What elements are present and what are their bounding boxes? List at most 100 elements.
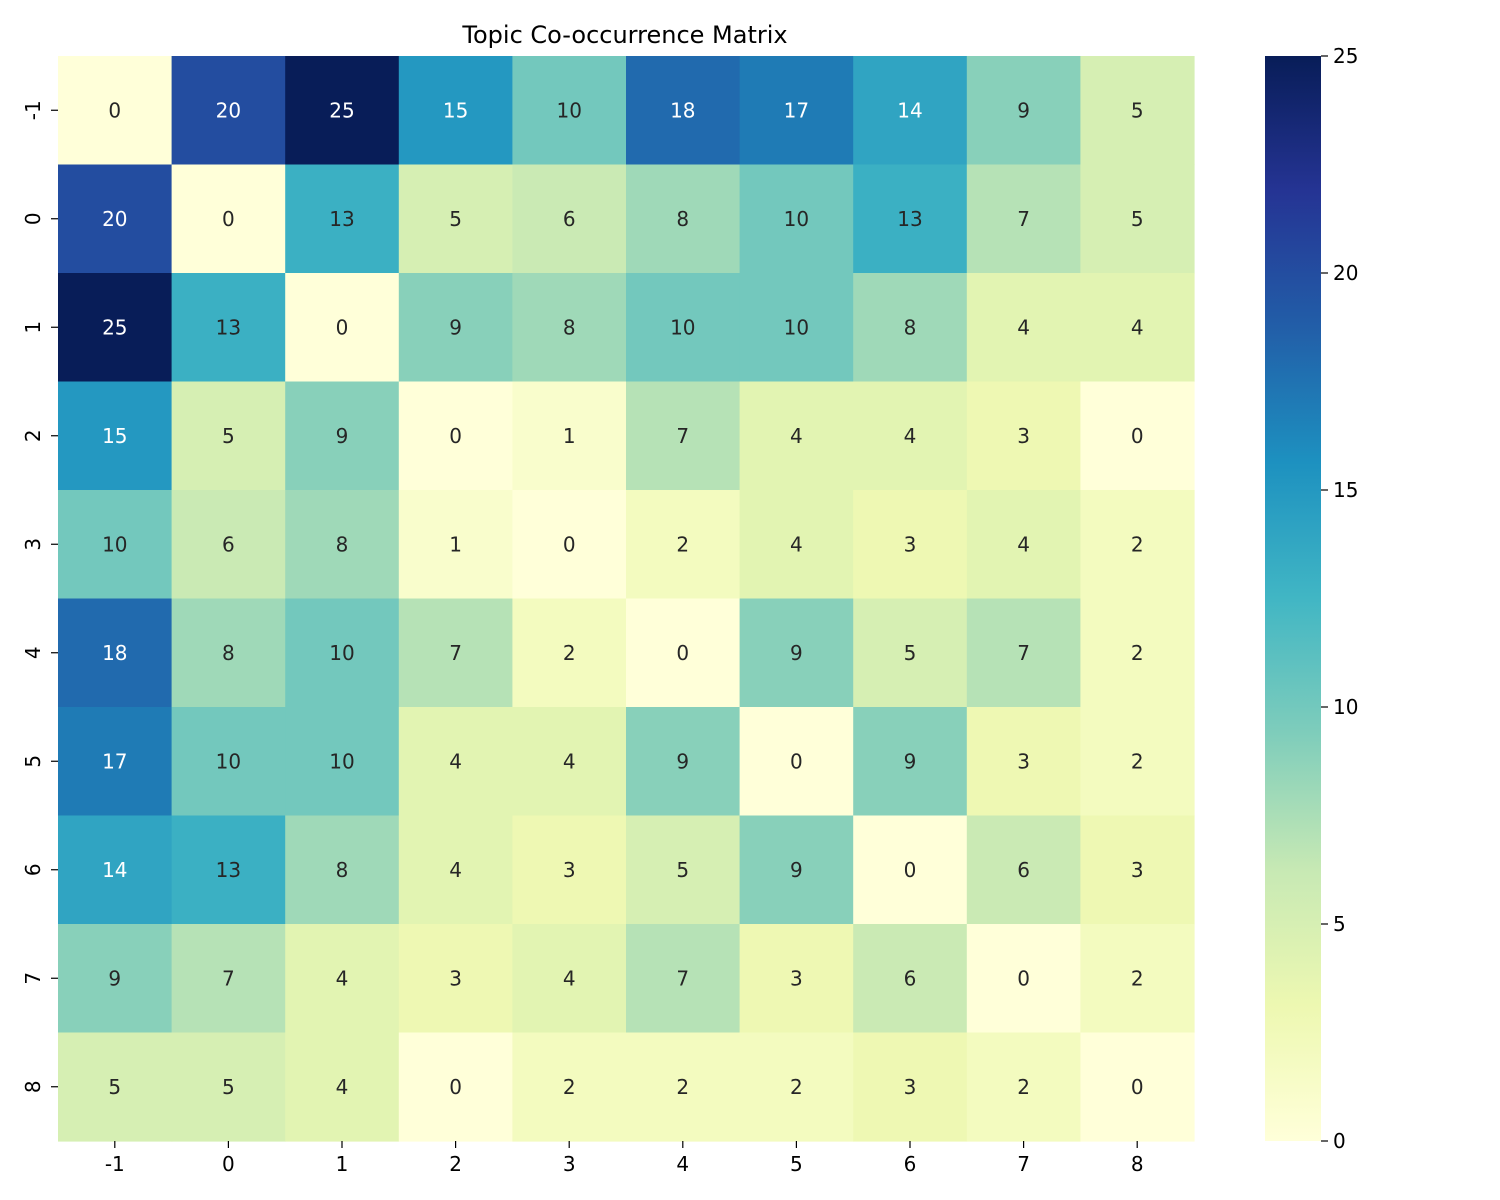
y-tick-label: 0 — [21, 212, 45, 225]
cell-value-label: 9 — [790, 641, 803, 665]
heatmap-cell — [58, 164, 173, 274]
heatmap-cell — [58, 707, 173, 817]
heatmap-cell — [512, 381, 627, 491]
heatmap-cell — [58, 490, 173, 600]
heatmap-cell — [512, 815, 627, 925]
cell-value-label: 7 — [1017, 207, 1030, 231]
cell-value-label: 2 — [676, 1075, 689, 1099]
heatmap-cell — [171, 381, 286, 491]
cell-value-label: 9 — [336, 424, 349, 448]
cell-value-label: 5 — [222, 424, 235, 448]
chart-title: Topic Co-occurrence Matrix — [461, 21, 787, 49]
y-tick-label: 3 — [21, 538, 45, 551]
cell-value-label: 1 — [449, 532, 462, 556]
cell-value-label: 3 — [1017, 749, 1030, 773]
heatmap-cell — [171, 924, 286, 1034]
x-tick-label: 5 — [790, 1152, 803, 1176]
heatmap-cell — [512, 56, 627, 166]
cell-value-label: 25 — [329, 98, 354, 122]
x-tick-label: 7 — [1017, 1152, 1030, 1176]
cell-value-label: 20 — [102, 207, 127, 231]
cell-value-label: 0 — [336, 315, 349, 339]
x-tick-label: 1 — [336, 1152, 349, 1176]
heatmap-cell — [626, 490, 741, 600]
cell-value-label: 3 — [449, 966, 462, 990]
heatmap-cell — [853, 707, 968, 817]
cell-value-label: 6 — [904, 966, 917, 990]
cell-value-label: 4 — [563, 749, 576, 773]
cell-value-label: 17 — [102, 749, 127, 773]
cell-value-label: 3 — [1131, 858, 1144, 882]
heatmap-cell — [285, 1032, 400, 1142]
cell-value-label: 2 — [563, 641, 576, 665]
heatmap-cell — [58, 598, 173, 708]
cell-value-label: 6 — [1017, 858, 1030, 882]
cell-value-label: 5 — [904, 641, 917, 665]
cell-value-label: 5 — [449, 207, 462, 231]
heatmap-cell — [1080, 273, 1195, 383]
cell-value-label: 14 — [897, 98, 922, 122]
heatmap-cell — [398, 56, 513, 166]
cell-value-label: 0 — [790, 749, 803, 773]
cell-value-label: 18 — [102, 641, 127, 665]
heatmap-cell — [966, 707, 1081, 817]
cell-value-label: 5 — [108, 1075, 121, 1099]
cell-value-label: 20 — [216, 98, 241, 122]
heatmap-cell — [512, 273, 627, 383]
cell-value-label: 5 — [222, 1075, 235, 1099]
cell-value-label: 4 — [1017, 532, 1030, 556]
heatmap-cell — [285, 815, 400, 925]
cell-value-label: 7 — [222, 966, 235, 990]
y-tick-label: 6 — [21, 863, 45, 876]
cell-value-label: 8 — [904, 315, 917, 339]
heatmap-cell — [739, 598, 854, 708]
cell-value-label: 9 — [790, 858, 803, 882]
cell-value-label: 5 — [676, 858, 689, 882]
heatmap-cell — [966, 924, 1081, 1034]
cell-value-label: 14 — [102, 858, 127, 882]
cell-value-label: 10 — [329, 749, 354, 773]
colorbar-tick-label: 15 — [1333, 478, 1358, 502]
colorbar-tick-label: 5 — [1333, 912, 1346, 936]
heatmap-cell — [58, 381, 173, 491]
x-tick-label: 8 — [1131, 1152, 1144, 1176]
heatmap-cell — [58, 924, 173, 1034]
heatmap-cell — [512, 1032, 627, 1142]
cell-value-label: 5 — [1131, 98, 1144, 122]
cell-value-label: 2 — [1131, 532, 1144, 556]
heatmap-cell — [171, 56, 286, 166]
cell-value-label: 9 — [904, 749, 917, 773]
cell-value-label: 17 — [784, 98, 809, 122]
colorbar-gradient — [1265, 56, 1321, 1141]
x-tick-label: 3 — [563, 1152, 576, 1176]
cell-value-label: 10 — [216, 749, 241, 773]
x-tick-label: 0 — [222, 1152, 235, 1176]
heatmap-cell — [1080, 707, 1195, 817]
heatmap-cell — [285, 164, 400, 274]
cell-value-label: 0 — [108, 98, 121, 122]
y-tick-label: 1 — [21, 321, 45, 334]
cell-value-label: 7 — [676, 424, 689, 448]
heatmap-cell — [58, 815, 173, 925]
heatmap-cell — [1080, 924, 1195, 1034]
colorbar-tick-label: 25 — [1333, 44, 1358, 68]
cell-value-label: 0 — [449, 1075, 462, 1099]
heatmap-cell — [966, 56, 1081, 166]
heatmap-cell — [853, 924, 968, 1034]
heatmap-cell — [626, 273, 741, 383]
heatmap-cell — [171, 273, 286, 383]
cell-value-label: 8 — [222, 641, 235, 665]
cell-value-label: 25 — [102, 315, 127, 339]
y-axis: -1 0 1 2 3 4 5 6 7 8 — [21, 100, 58, 1093]
cell-value-label: 0 — [563, 532, 576, 556]
cell-value-label: 13 — [329, 207, 354, 231]
cell-value-label: 2 — [1131, 966, 1144, 990]
heatmap-cell — [398, 707, 513, 817]
heatmap-cell — [398, 381, 513, 491]
heatmap-cell — [739, 164, 854, 274]
heatmap-cell — [285, 56, 400, 166]
y-tick-label: -1 — [21, 100, 45, 120]
heatmap-cell — [58, 1032, 173, 1142]
heatmap-cell — [1080, 490, 1195, 600]
heatmap-cell — [171, 1032, 286, 1142]
